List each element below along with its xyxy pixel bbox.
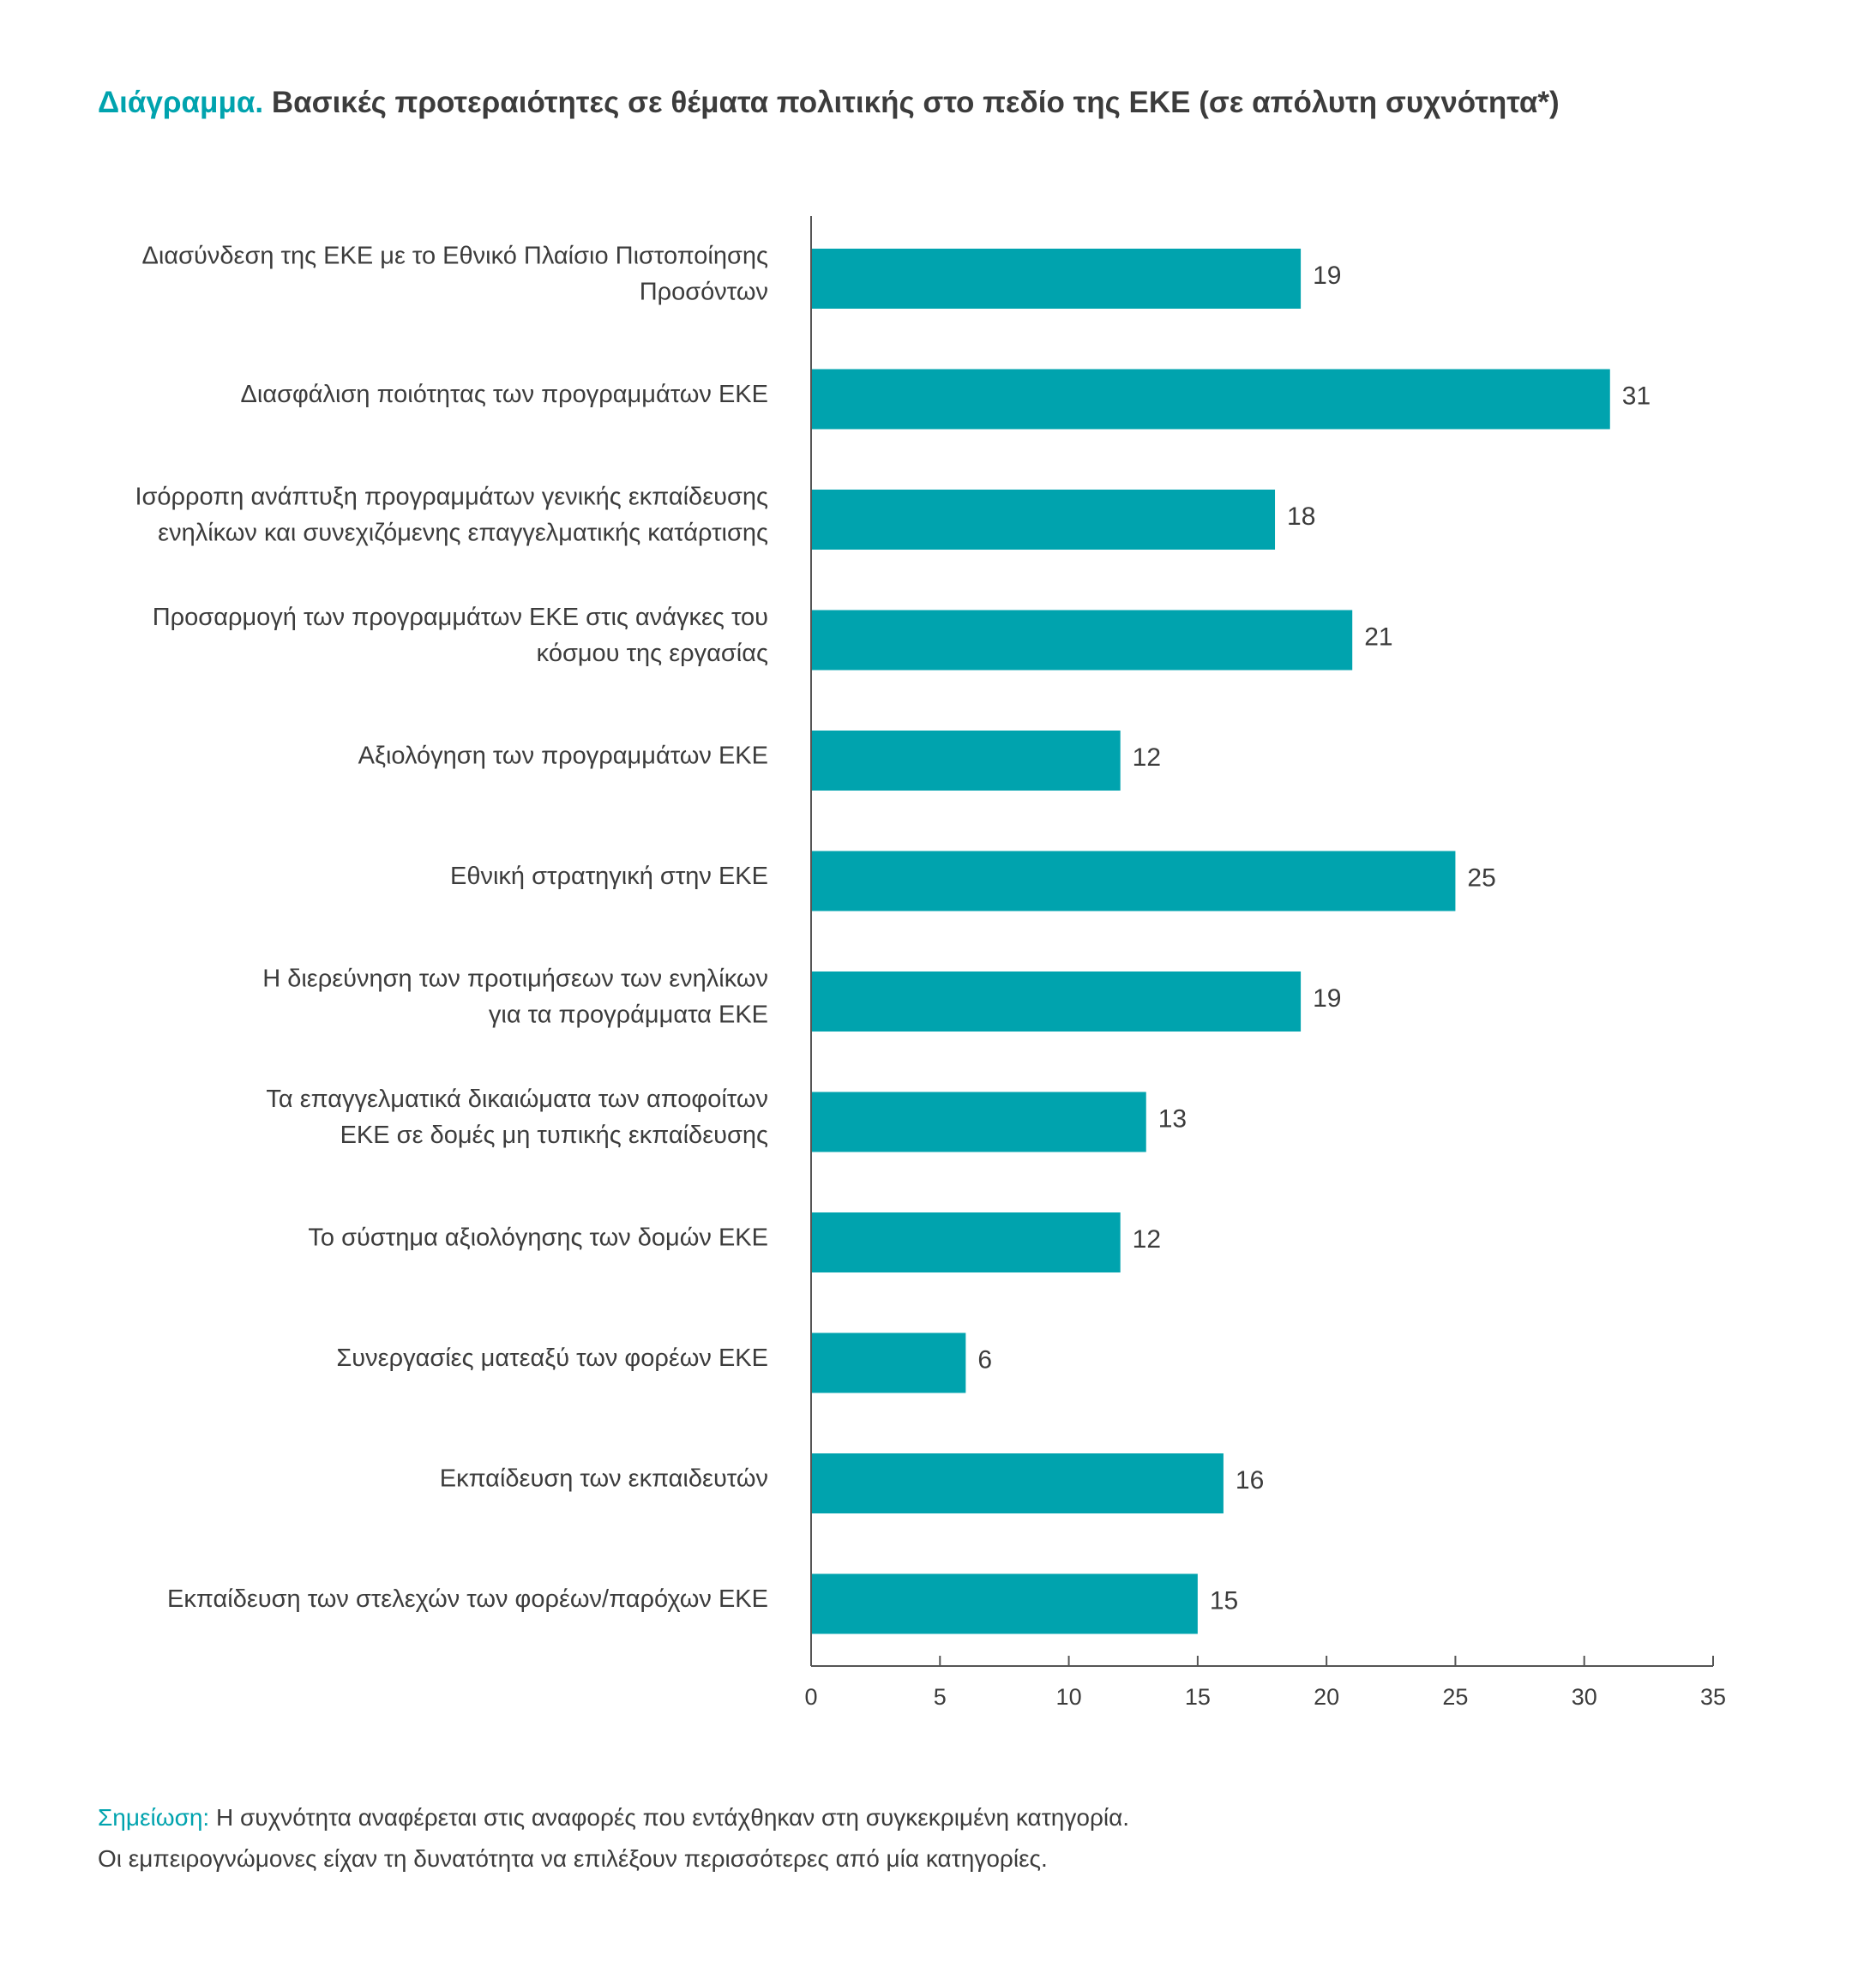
x-tick-label: 5 [934,1684,947,1710]
bar-value-label: 19 [1313,262,1341,290]
category-label: Εθνική στρατηγική στην ΕΚΕ [450,863,768,890]
bar [811,1453,1224,1513]
bar [811,731,1121,791]
x-tick-label: 15 [1185,1684,1211,1710]
bar [811,1332,966,1393]
category-label: Διασύνδεση της ΕΚΕ με το Εθνικό Πλαίσιο … [142,243,768,270]
x-tick-label: 20 [1314,1684,1339,1710]
footnote-line-1: Σημείωση: Η συχνότητα αναφέρεται στις αν… [98,1797,1813,1838]
bar-value-label: 25 [1467,863,1495,892]
category-label: για τα προγράμματα ΕΚΕ [489,1002,768,1029]
bar-value-label: 16 [1236,1466,1264,1495]
x-tick-label: 25 [1442,1684,1468,1710]
category-label: Αξιολόγηση των προγραμμάτων ΕΚΕ [358,743,768,770]
category-label: Η διερεύνηση των προτιμήσεων των ενηλίκω… [262,965,768,993]
bar-value-label: 12 [1133,1225,1161,1254]
footnote-line-2: Οι εμπειρογνώμονες είχαν τη δυνατότητα ν… [98,1845,1048,1872]
category-label: Τα επαγγελματικά δικαιώματα των αποφοίτω… [266,1086,768,1113]
bar [811,1212,1121,1272]
bar-value-label: 6 [977,1345,992,1374]
bar-value-label: 31 [1622,382,1651,410]
bar [811,490,1276,550]
category-label: Εκπαίδευση των εκπαιδευτών [440,1465,768,1493]
category-label: Ισόρροπη ανάπτυξη προγραμμάτων γενικής ε… [135,484,768,511]
footnote-label: Σημείωση: [98,1804,210,1831]
bar [811,1573,1198,1634]
bar [811,1092,1146,1152]
category-label: Εκπαίδευση των στελεχών των φορέων/παρόχ… [167,1585,768,1613]
chart-title: Διάγραμμα. Βασικές προτεραιότητες σε θέμ… [98,86,1813,120]
bar-value-label: 13 [1158,1104,1187,1133]
category-label: Διασφάλιση ποιότητας των προγραμμάτων ΕΚ… [241,381,769,408]
bar-value-label: 18 [1287,502,1315,531]
category-label: Προσαρμογή των προγραμμάτων ΕΚΕ στις ανά… [153,604,768,631]
category-label: Το σύστημα αξιολόγησης των δομών ΕΚΕ [308,1224,768,1252]
bar [811,610,1353,671]
x-tick-label: 30 [1572,1684,1597,1710]
bar-value-label: 19 [1313,984,1341,1013]
x-tick-label: 0 [804,1684,817,1710]
bar [811,369,1610,430]
x-tick-label: 35 [1700,1684,1726,1710]
bar-value-label: 15 [1210,1586,1238,1615]
category-label: Προσόντων [640,279,768,306]
bar [811,971,1302,1032]
x-tick-label: 10 [1056,1684,1082,1710]
bar-value-label: 21 [1364,623,1392,651]
chart-title-text: Βασικές προτεραιότητες σε θέματα πολιτικ… [271,86,1560,119]
bar [811,851,1456,911]
category-label: ΕΚΕ σε δομές μη τυπικής εκπαίδευσης [340,1122,768,1149]
bar-value-label: 12 [1133,743,1161,772]
category-label: Συνεργασίες ματεαξύ των φορέων ΕΚΕ [336,1344,768,1372]
category-label: ενηλίκων και συνεχιζόμενης επαγγελματική… [158,520,768,547]
chart-title-prefix: Διάγραμμα. [98,86,264,119]
footnote-text-1: Η συχνότητα αναφέρεται στις αναφορές που… [216,1804,1130,1831]
footnote: Σημείωση: Η συχνότητα αναφέρεται στις αν… [98,1797,1813,1880]
category-label: κόσμου της εργασίας [537,640,768,667]
bar [811,249,1302,309]
